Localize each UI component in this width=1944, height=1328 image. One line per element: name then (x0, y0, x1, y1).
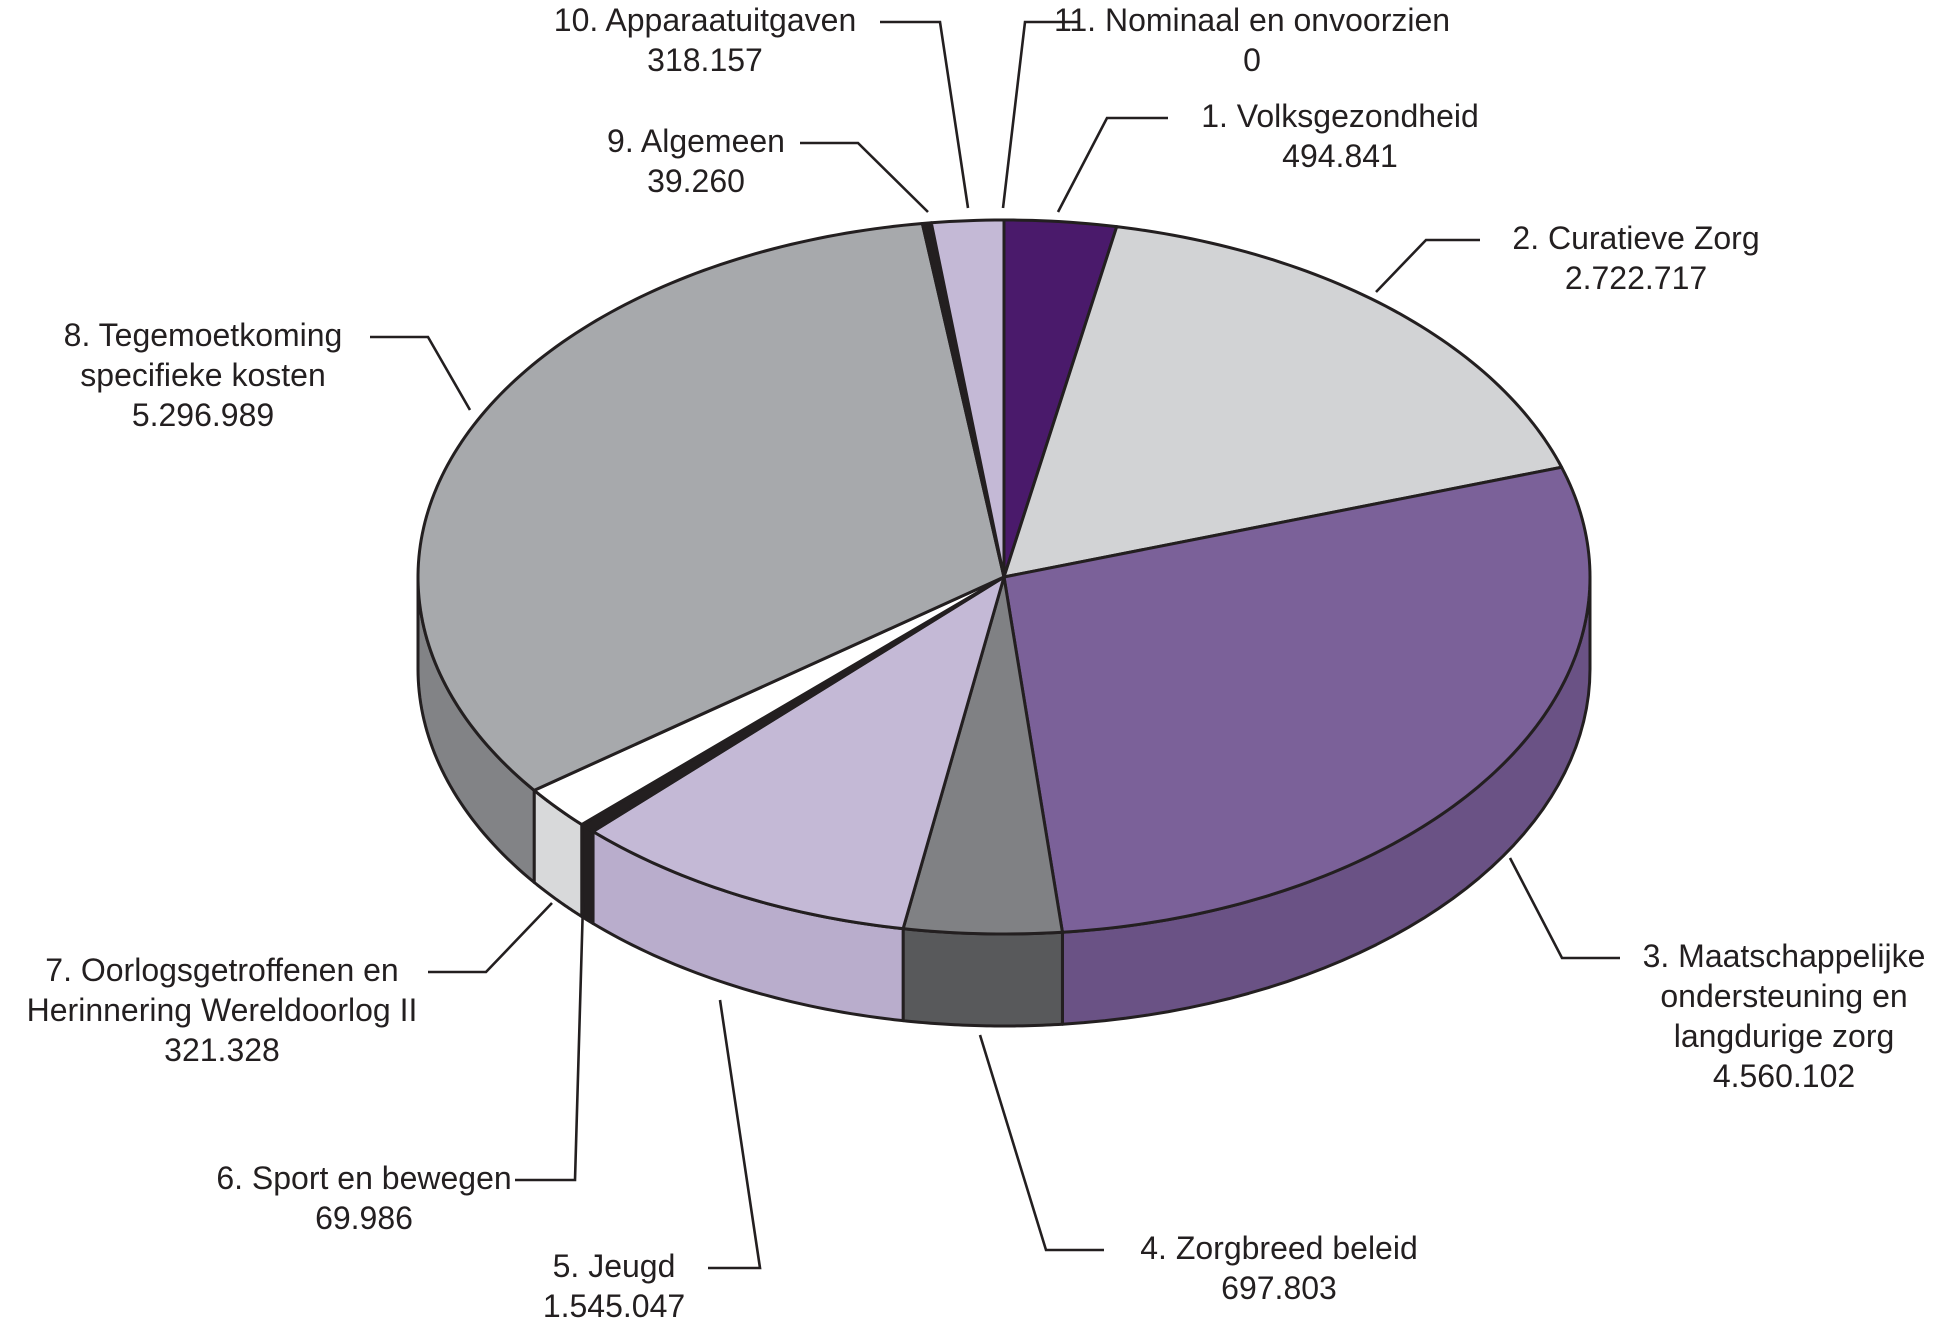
pie-side-4 (901, 927, 1064, 1028)
leader-line-1 (1056, 116, 1168, 213)
leader-line-4 (978, 1034, 1104, 1252)
slice-value-10: 318.157 (647, 42, 763, 78)
slice-label-line: 5. Jeugd (553, 1248, 676, 1284)
slice-value-1: 494.841 (1282, 138, 1398, 174)
slice-label-line: 10. Apparaatuitgaven (554, 2, 856, 38)
slice-value-5: 1.545.047 (543, 1288, 685, 1324)
slice-label-7: 7. Oorlogsgetroffenen en Herinnering Were… (27, 952, 418, 1068)
slice-label-line: 3. Maatschappelijke (1643, 938, 1926, 974)
slice-value-3: 4.560.102 (1713, 1058, 1855, 1094)
slice-value-2: 2.722.717 (1565, 260, 1707, 296)
slice-value-11: 0 (1243, 42, 1261, 78)
pie-slices (416, 218, 1592, 936)
leader-line-3 (1508, 857, 1620, 960)
slice-value-7: 321.328 (164, 1032, 280, 1068)
slice-label-11: 11. Nominaal en onvoorzien 0 (1054, 2, 1450, 78)
pie-slice-7 (532, 575, 1006, 827)
slice-label-line: 4. Zorgbreed beleid (1140, 1230, 1418, 1266)
slice-value-4: 697.803 (1221, 1270, 1337, 1306)
slice-value-6: 69.986 (315, 1200, 413, 1236)
slice-label-10: 10. Apparaatuitgaven 318.157 (554, 2, 856, 78)
pie-slice-8 (416, 221, 1006, 792)
slice-label-5: 5. Jeugd 1.545.047 (543, 1248, 685, 1324)
slice-label-line: 6. Sport en bewegen (216, 1160, 511, 1196)
slice-label-2: 2. Curatieve Zorg 2.722.717 (1512, 220, 1759, 296)
slice-labels: 1. Volksgezondheid 494.841 2. Curatieve Zo… (27, 2, 1926, 1324)
pie-slice-3 (1002, 465, 1592, 934)
leader-line-5 (708, 999, 762, 1270)
slice-label-line: 11. Nominaal en onvoorzien (1054, 2, 1450, 38)
slice-label-line: 9. Algemeen (607, 123, 785, 159)
slice-label-line: 1. Volksgezondheid (1201, 98, 1479, 134)
leader-line-2 (1375, 238, 1480, 293)
slice-label-line: langdurige zorg (1674, 1018, 1895, 1054)
pie-slice-5 (591, 575, 1006, 931)
pie-slice-4 (901, 575, 1064, 936)
slice-label-6: 6. Sport en bewegen 69.986 (216, 1160, 511, 1236)
slice-label-line: Herinnering Wereldoorlog II (27, 992, 418, 1028)
slice-label-line: 2. Curatieve Zorg (1512, 220, 1759, 256)
leader-line-7 (428, 902, 553, 974)
leader-line-6 (515, 902, 585, 1182)
slice-label-4: 4. Zorgbreed beleid 697.803 (1140, 1230, 1418, 1306)
leader-line-8 (370, 335, 472, 411)
slice-label-line: specifieke kosten (80, 357, 325, 393)
slice-value-8: 5.296.989 (132, 397, 274, 433)
leader-line-9 (800, 141, 929, 213)
slice-label-line: 8. Tegemoetkoming (64, 317, 343, 353)
slice-label-9: 9. Algemeen 39.260 (607, 123, 785, 199)
leader-lines (370, 20, 1620, 1270)
slice-label-3: 3. Maatschappelijke ondersteuning en langd… (1643, 938, 1926, 1094)
leader-line-11 (1001, 20, 1080, 209)
pie-slice-2 (1002, 225, 1564, 579)
slice-label-8: 8. Tegemoetkoming specifieke kosten 5.296.… (64, 317, 343, 433)
slice-label-1: 1. Volksgezondheid 494.841 (1201, 98, 1479, 174)
slice-label-line: 7. Oorlogsgetroffenen en (45, 952, 398, 988)
slice-value-9: 39.260 (647, 163, 745, 199)
pie-slice-10 (929, 218, 1006, 579)
slice-label-line: ondersteuning en (1660, 978, 1907, 1014)
leader-line-10 (880, 20, 970, 209)
